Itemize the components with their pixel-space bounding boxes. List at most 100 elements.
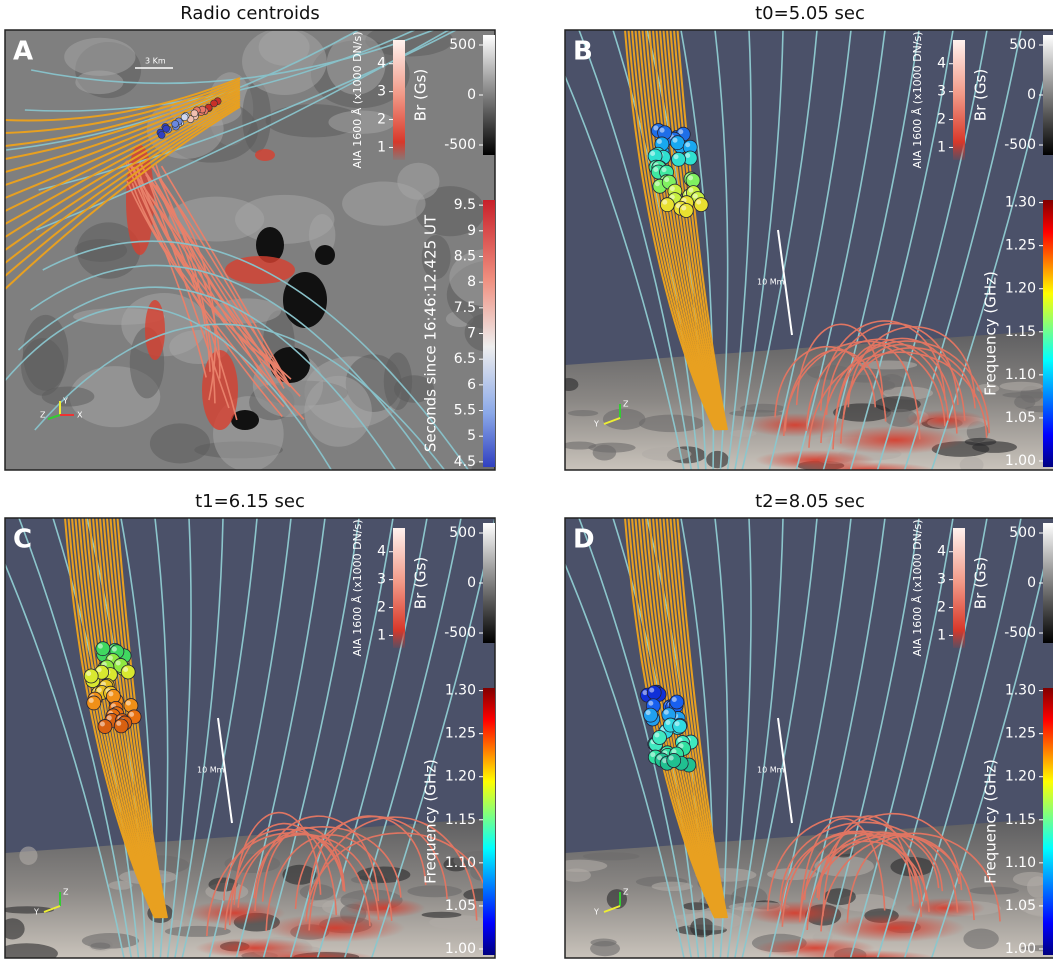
sphere-highlight [108, 691, 113, 696]
sphere-highlight [649, 688, 654, 693]
surface-patch [963, 929, 998, 950]
magnetogram-patch [42, 386, 95, 406]
colorbar-tick-label: 5 [467, 428, 476, 444]
scale-label: 10 Mm [757, 766, 785, 775]
centroid-sphere [660, 198, 674, 212]
magnetogram-patch [304, 376, 372, 447]
sphere-highlight [675, 721, 680, 726]
sphere-highlight [664, 710, 669, 715]
sphere-highlight [108, 655, 113, 660]
colorbar [483, 688, 495, 955]
emission-glow [345, 898, 425, 918]
colorbar-tick-label: 1.10 [445, 855, 476, 871]
colorbar-tick-label: 0 [467, 87, 476, 103]
surface-patch [165, 926, 231, 937]
centroid-sphere [96, 642, 110, 656]
sphere-highlight [97, 688, 102, 693]
surface-patch [706, 451, 729, 468]
sphere-highlight [116, 660, 121, 665]
colorbar [1043, 35, 1053, 155]
colorbar-tick-label: 1.30 [445, 683, 476, 699]
surface-patch [19, 846, 37, 865]
colorbar-tick-label: 6.5 [454, 351, 476, 367]
axis-label: Z [623, 888, 629, 897]
sphere-highlight [678, 129, 683, 134]
panel: 10 MmZYB1234AIA 1600 Å (x1000 DN/s)-5000… [545, 30, 1053, 478]
colorbar [483, 523, 495, 643]
colorbar-tick-label: 0 [467, 575, 476, 591]
sphere-highlight [654, 732, 659, 737]
colorbar-tick-label: 8.5 [454, 248, 476, 264]
colorbar-tick-label: 1.20 [1005, 281, 1036, 297]
surface-patch [1000, 382, 1043, 391]
sphere-highlight [660, 128, 665, 133]
surface-patch [568, 410, 598, 416]
axis-label: Z [63, 888, 69, 897]
colorbar-tick-label: -500 [1004, 137, 1036, 153]
axis-label: Y [33, 908, 39, 917]
panel: 3 KmYZXA1234AIA 1600 Å (x1000 DN/s)-5000… [0, 24, 537, 477]
scale-label: 10 Mm [757, 278, 785, 287]
sphere-highlight [662, 167, 667, 172]
emission-glow [745, 413, 845, 437]
sphere-highlight [688, 175, 693, 180]
centroid-sphere [114, 719, 128, 733]
centroid-sphere [84, 669, 98, 683]
sphere-highlight [642, 690, 647, 695]
axis-label: Z [40, 411, 46, 420]
sphere-highlight [685, 153, 690, 158]
colorbar-label: Seconds since 16:46:12.425 UT [422, 214, 440, 452]
panel-title: Radio centroids [180, 3, 320, 24]
colorbar-tick-label: 4 [937, 56, 946, 72]
centroid-sphere [644, 708, 658, 722]
sphere-highlight [696, 200, 701, 205]
sphere-highlight [98, 644, 103, 649]
magnetogram-patch [21, 338, 64, 396]
surface-patch [960, 457, 984, 474]
magnetogram-patch [150, 423, 210, 463]
sphere-highlight [693, 194, 698, 199]
sphere-highlight [655, 181, 660, 186]
colorbar-tick-label: 1.30 [1005, 683, 1036, 699]
colorbar-label: Frequency (GHz) [982, 271, 1000, 396]
colorbar-label: Br (Gs) [972, 69, 990, 121]
figure: Radio centroids3 KmYZXA1234AIA 1600 Å (x… [0, 0, 1053, 962]
axis-label: Z [623, 400, 629, 409]
colorbar-tick-label: 1.00 [1005, 941, 1036, 957]
centroid-sphere [671, 136, 685, 150]
sphere-highlight [123, 667, 128, 672]
colorbar-tick-label: 1.10 [1005, 367, 1036, 383]
colorbar-tick-label: 4.5 [454, 454, 476, 470]
sphere-highlight [670, 186, 675, 191]
colorbar [1043, 200, 1053, 467]
colorbar-tick-label: -500 [444, 625, 476, 641]
panel-title: t0=5.05 sec [755, 3, 865, 24]
surface-patch [407, 885, 462, 897]
colorbar [953, 528, 965, 648]
surface-patch [588, 443, 635, 453]
colorbar-tick-label: 9 [467, 223, 476, 239]
colorbar-label: AIA 1600 Å (x1000 DN/s) [351, 31, 364, 168]
surface-patch [642, 447, 692, 461]
magnetogram-patch [397, 163, 439, 200]
colorbar-label: AIA 1600 Å (x1000 DN/s) [911, 31, 924, 168]
colorbar-label: Br (Gs) [972, 557, 990, 609]
colorbar-tick-label: 1.30 [1005, 195, 1036, 211]
panel-letter: B [573, 37, 593, 67]
centroid-sphere [87, 696, 101, 710]
colorbar-tick-label: -500 [444, 137, 476, 153]
axis-label: Y [593, 420, 599, 429]
colorbar-tick-label: 1.05 [1005, 898, 1036, 914]
ribbon [225, 256, 295, 284]
surface-patch [652, 882, 694, 891]
colorbar-tick-label: 4 [937, 544, 946, 560]
magnetogram-patch [242, 28, 327, 95]
colorbar-tick-label: 2 [377, 112, 386, 128]
sphere-highlight [126, 701, 131, 706]
colorbar-label: AIA 1600 Å (x1000 DN/s) [911, 519, 924, 656]
colorbar-tick-label: 1.20 [1005, 769, 1036, 785]
centroid-sphere [667, 753, 681, 767]
colorbar-tick-label: 2 [937, 112, 946, 128]
centroid-sphere [652, 730, 666, 744]
colorbar-tick-label: 1.15 [445, 812, 476, 828]
